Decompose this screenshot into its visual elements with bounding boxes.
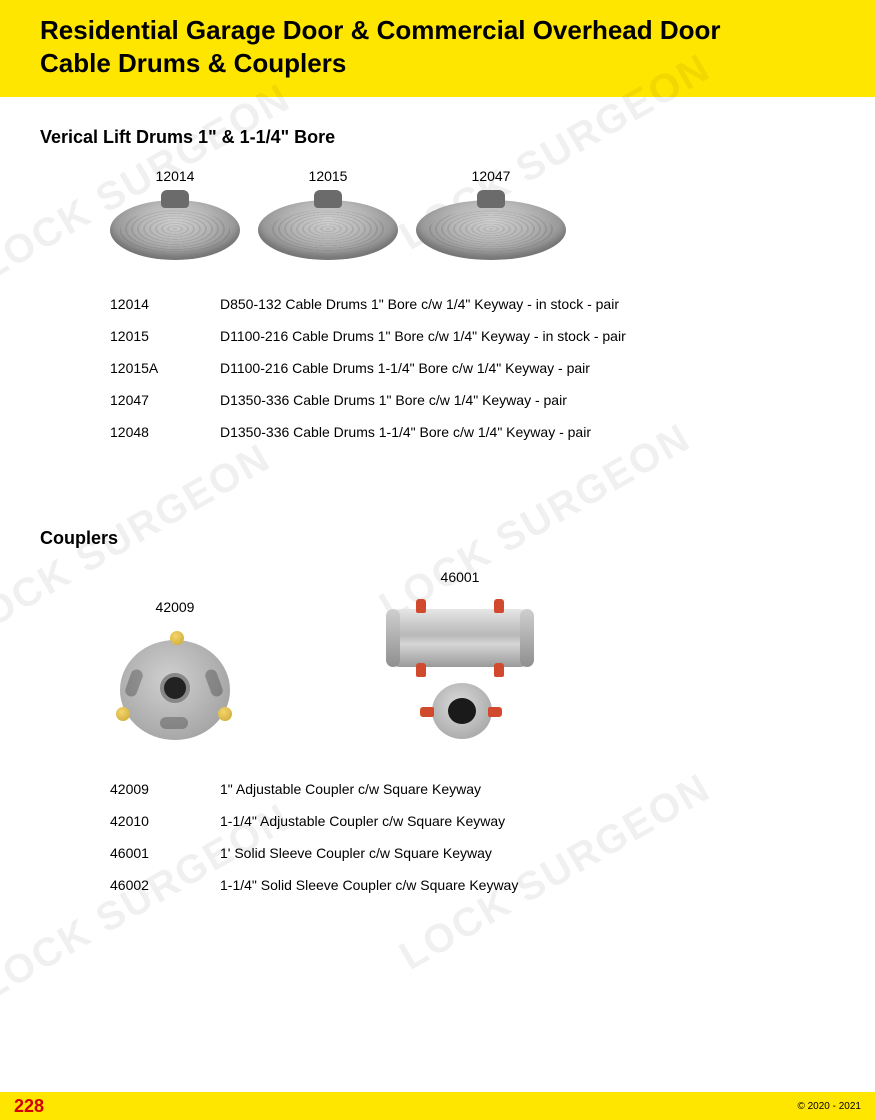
- spec-desc: 1" Adjustable Coupler c/w Square Keyway: [220, 781, 835, 797]
- spec-sku: 12014: [110, 296, 220, 312]
- section-drums: Verical Lift Drums 1" & 1-1/4" Bore 1201…: [40, 127, 835, 448]
- drums-spec-table: 12014 D850-132 Cable Drums 1" Bore c/w 1…: [110, 288, 835, 448]
- spec-sku: 46002: [110, 877, 220, 893]
- page-title: Residential Garage Door & Commercial Ove…: [40, 14, 835, 79]
- footer-band: 228 © 2020 - 2021: [0, 1092, 875, 1120]
- spec-sku: 46001: [110, 845, 220, 861]
- spec-desc: 1-1/4" Solid Sleeve Coupler c/w Square K…: [220, 877, 835, 893]
- title-line-2: Cable Drums & Couplers: [40, 48, 346, 78]
- spec-sku: 12047: [110, 392, 220, 408]
- drum-image-label: 12014: [110, 168, 240, 184]
- drums-image-row: 12014 12015 12047: [110, 168, 835, 260]
- coupler-image-label: 46001: [380, 569, 540, 585]
- drum-image-label: 12015: [258, 168, 398, 184]
- section-title-couplers: Couplers: [40, 528, 835, 549]
- spec-desc: D1350-336 Cable Drums 1" Bore c/w 1/4" K…: [220, 392, 835, 408]
- drum-image-item: 12014: [110, 168, 240, 260]
- spec-desc: D850-132 Cable Drums 1" Bore c/w 1/4" Ke…: [220, 296, 835, 312]
- coupler-image-item: 46001: [380, 569, 540, 745]
- coupler-image-label: 42009: [110, 599, 240, 615]
- table-row: 12048 D1350-336 Cable Drums 1-1/4" Bore …: [110, 416, 835, 448]
- table-row: 12047 D1350-336 Cable Drums 1" Bore c/w …: [110, 384, 835, 416]
- drum-image-item: 12015: [258, 168, 398, 260]
- table-row: 46002 1-1/4" Solid Sleeve Coupler c/w Sq…: [110, 869, 835, 901]
- table-row: 12014 D850-132 Cable Drums 1" Bore c/w 1…: [110, 288, 835, 320]
- table-row: 42009 1" Adjustable Coupler c/w Square K…: [110, 773, 835, 805]
- cable-drum-icon: [110, 190, 240, 260]
- spec-desc: D1100-216 Cable Drums 1" Bore c/w 1/4" K…: [220, 328, 835, 344]
- spec-sku: 42009: [110, 781, 220, 797]
- spec-sku: 12015A: [110, 360, 220, 376]
- spec-desc: D1100-216 Cable Drums 1-1/4" Bore c/w 1/…: [220, 360, 835, 376]
- drum-image-item: 12047: [416, 168, 566, 260]
- header-band: Residential Garage Door & Commercial Ove…: [0, 0, 875, 97]
- table-row: 12015A D1100-216 Cable Drums 1-1/4" Bore…: [110, 352, 835, 384]
- section-title-drums: Verical Lift Drums 1" & 1-1/4" Bore: [40, 127, 835, 148]
- spec-desc: D1350-336 Cable Drums 1-1/4" Bore c/w 1/…: [220, 424, 835, 440]
- sleeve-coupler-icon: [380, 595, 540, 745]
- couplers-spec-table: 42009 1" Adjustable Coupler c/w Square K…: [110, 773, 835, 901]
- coupler-image-item: 42009: [110, 599, 240, 745]
- adjustable-coupler-icon: [110, 625, 240, 745]
- spec-sku: 42010: [110, 813, 220, 829]
- spec-sku: 12015: [110, 328, 220, 344]
- table-row: 12015 D1100-216 Cable Drums 1" Bore c/w …: [110, 320, 835, 352]
- cable-drum-icon: [416, 190, 566, 260]
- content-area: Verical Lift Drums 1" & 1-1/4" Bore 1201…: [0, 97, 875, 901]
- couplers-image-row: 42009 46001: [110, 569, 835, 745]
- title-line-1: Residential Garage Door & Commercial Ove…: [40, 15, 721, 45]
- cable-drum-icon: [258, 190, 398, 260]
- spec-desc: 1-1/4" Adjustable Coupler c/w Square Key…: [220, 813, 835, 829]
- section-couplers: Couplers 42009 46001: [40, 528, 835, 901]
- page-number: 228: [14, 1096, 44, 1117]
- table-row: 42010 1-1/4" Adjustable Coupler c/w Squa…: [110, 805, 835, 837]
- copyright-text: © 2020 - 2021: [797, 1101, 861, 1112]
- spec-desc: 1' Solid Sleeve Coupler c/w Square Keywa…: [220, 845, 835, 861]
- drum-image-label: 12047: [416, 168, 566, 184]
- table-row: 46001 1' Solid Sleeve Coupler c/w Square…: [110, 837, 835, 869]
- spec-sku: 12048: [110, 424, 220, 440]
